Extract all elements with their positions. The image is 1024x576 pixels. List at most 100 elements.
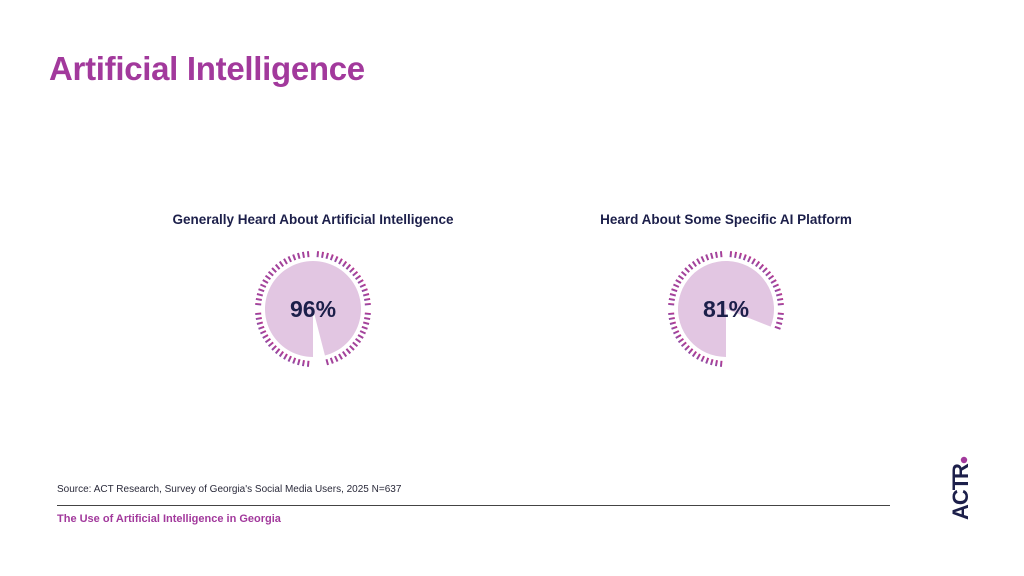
gauge-tick [297, 252, 301, 260]
gauge-tick [755, 260, 761, 267]
gauge-tick [359, 283, 366, 288]
gauge-tick [258, 288, 265, 293]
gauge-tick [684, 345, 690, 351]
gauge-tick [267, 270, 274, 277]
gauge-tick [342, 260, 348, 267]
act-research-logo: ACT R [946, 448, 976, 522]
gauge-tick [710, 358, 714, 366]
gauge-tick [255, 302, 262, 306]
gauge-tick [775, 321, 783, 325]
gauge-tick [691, 260, 697, 267]
gauge-tick [292, 357, 297, 364]
footer-title: The Use of Artificial Intelligence in Ge… [57, 513, 281, 525]
svg-text:ACT: ACT [948, 476, 973, 520]
gauge-tick [668, 317, 675, 321]
gauge-tick [334, 256, 339, 263]
gauge-tick [361, 288, 368, 293]
gauge-tick [772, 283, 779, 288]
gauge-tick [287, 256, 292, 263]
gauge-tick [775, 293, 783, 297]
gauge-tick [777, 297, 784, 301]
gauge-tick [700, 256, 705, 263]
gauge-tick [255, 312, 262, 316]
gauge-tick [362, 321, 370, 325]
gauge-tick [255, 297, 262, 301]
gauge-tick [329, 254, 334, 261]
page-title: Artificial Intelligence [49, 50, 365, 87]
gauge-tick [668, 302, 675, 306]
gauge-tick [671, 288, 678, 293]
gauge-tick [262, 279, 269, 284]
gauge-tick [751, 258, 756, 265]
gauge-tick [334, 355, 339, 362]
gauge-tick [306, 360, 310, 367]
gauge-tick [278, 351, 284, 358]
gauge-tick [677, 338, 684, 344]
gauge-tick [256, 321, 264, 325]
gauge-tick [777, 302, 784, 306]
source-note: Source: ACT Research, Survey of Georgia'… [57, 484, 402, 495]
gauge-tick [345, 348, 352, 355]
gauge-tick [719, 360, 723, 367]
gauge-ring: 96% [255, 251, 371, 367]
gauge-tick [361, 325, 368, 330]
gauge-tick [765, 270, 772, 277]
gauge-tick [687, 263, 694, 270]
gauge-tick [325, 358, 329, 366]
gauge-tick [338, 258, 343, 265]
gauge-tick [675, 334, 682, 339]
gauge-tick [349, 345, 355, 351]
gauge-tick [274, 263, 281, 270]
gauge-tick [292, 254, 297, 261]
gauge-tick [256, 293, 264, 297]
gauge-tick [287, 355, 292, 362]
gauge-tick [777, 312, 784, 316]
gauge-tick [262, 334, 269, 339]
gauge-tick [680, 270, 687, 277]
gauge-tick [359, 330, 366, 335]
gauge-tick [255, 317, 262, 321]
gauge-tick [258, 325, 265, 330]
gauge-title: Heard About Some Specific AI Platform [600, 212, 852, 227]
gauge-tick [729, 251, 733, 258]
gauge-chart-ai-awareness: Generally Heard About Artificial Intelli… [148, 210, 478, 374]
gauge-tick [329, 357, 334, 364]
gauge-tick [349, 267, 355, 273]
gauge-tick [774, 325, 781, 330]
gauge-tick [710, 252, 714, 260]
gauge-tick [306, 251, 310, 258]
gauge-tick [278, 260, 284, 267]
gauge-tick [352, 341, 359, 348]
gauge-tick [774, 288, 781, 293]
gauge-tick [669, 321, 677, 325]
gauge-tick [364, 302, 371, 306]
gauge-tick [668, 297, 675, 301]
svg-text:R: R [948, 463, 973, 479]
gauge-tick [696, 353, 701, 360]
gauge-fill [678, 261, 775, 357]
gauge-tick [283, 353, 288, 360]
gauge-tick [684, 267, 690, 273]
gauge-tick [705, 357, 710, 364]
gauge-tick [714, 251, 718, 258]
gauge-tick [321, 251, 325, 258]
gauge-tick [364, 312, 371, 316]
gauge-tick [696, 258, 701, 265]
gauge-tick [777, 317, 784, 321]
gauge-tick [673, 283, 680, 288]
gauge-tick [301, 251, 305, 258]
gauge-tick [283, 258, 288, 265]
gauge-tick [301, 360, 305, 367]
gauge-tick [668, 312, 675, 316]
gauge-tick [768, 274, 775, 280]
gauge-tick [675, 279, 682, 284]
gauge-tick [267, 341, 274, 348]
gauge-fill [264, 261, 361, 357]
gauge-tick [734, 251, 738, 258]
gauge-tick [352, 270, 359, 277]
gauge-chart-ai-platform: Heard About Some Specific AI Platform 81… [561, 210, 891, 374]
gauge-tick [364, 297, 371, 301]
footer-divider [57, 505, 890, 506]
gauge-tick [691, 351, 697, 358]
gauge-tick [271, 267, 277, 273]
